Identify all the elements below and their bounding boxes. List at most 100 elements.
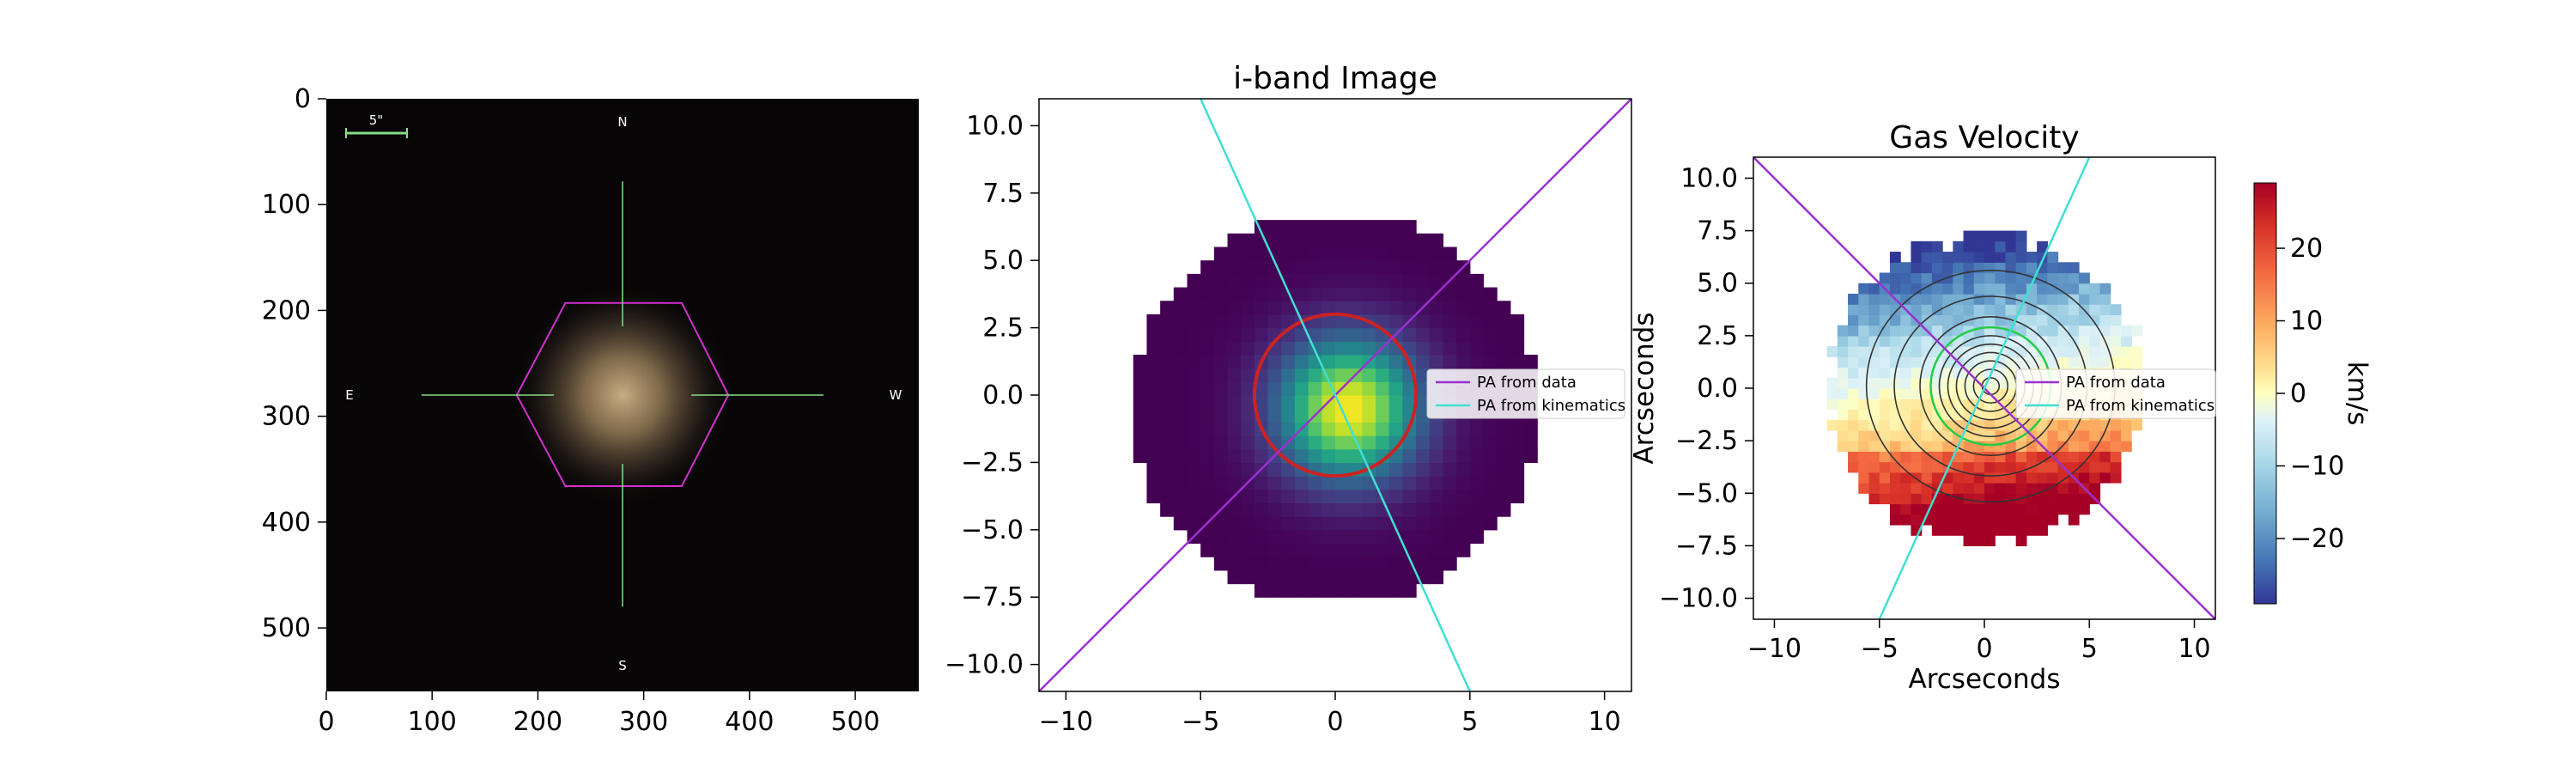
velocity-pixel [2131,419,2143,431]
iband-pixel [1308,476,1322,490]
iband-pixel [1308,395,1322,410]
iband-pixel [1348,543,1363,557]
velocity-pixel [1921,461,1933,473]
velocity-pixel [1858,419,1870,431]
iband-pixel [1469,476,1485,490]
velocity-pixel [2005,240,2017,253]
iband-pixel [1267,476,1282,490]
y-tick-label: 2.5 [982,313,1024,344]
iband-pixel [1388,489,1404,504]
iband-pixel [1241,233,1255,248]
iband-pixel [1146,422,1161,436]
velocity-pixel [1931,262,1943,274]
iband-pixel [1160,381,1175,396]
iband-pixel [1443,247,1457,261]
y-tick-label: 0.0 [1697,374,1738,404]
velocity-pixel [1868,441,1880,452]
iband-pixel [1321,435,1336,450]
velocity-pixel [1921,293,1933,305]
velocity-pixel [2068,514,2080,526]
velocity-pixel [1963,441,1975,452]
iband-pixel [1402,341,1417,356]
iband-pixel [1213,408,1229,423]
iband-pixel [1281,557,1296,571]
iband-pixel [1443,543,1457,557]
iband-pixel [1523,448,1538,464]
velocity-pixel [1879,293,1891,305]
velocity-pixel [1848,314,1859,326]
velocity-pixel [1995,388,2007,399]
iband-pixel [1335,516,1350,531]
iband-pixel [1241,489,1255,504]
velocity-pixel [1868,356,1880,368]
iband-pixel [1294,341,1309,356]
iband-pixel [1308,448,1322,464]
iband-pixel [1254,327,1269,342]
velocity-title: Gas Velocity [1889,120,2079,155]
iband-pixel [1443,287,1457,301]
velocity-pixel [1848,388,1859,399]
iband-pixel [1200,408,1215,423]
iband-pixel [1308,287,1322,301]
velocity-pixel [1995,451,2007,463]
iband-pixel [1173,476,1188,490]
velocity-pixel [1931,429,1943,441]
iband-pixel [1227,448,1242,464]
velocity-pixel [1963,304,1975,316]
iband-pixel [1388,543,1404,557]
iband-pixel [1281,354,1296,369]
iband-pixel [1267,462,1282,477]
velocity-pixel [2037,451,2048,463]
iband-pixel [1187,516,1201,531]
iband-pixel [1267,557,1282,571]
iband-pixel [1133,368,1148,382]
velocity-pixel [2131,356,2143,368]
iband-pixel [1200,354,1215,369]
velocity-pixel [1868,314,1880,326]
iband-pixel [1416,327,1431,342]
iband-pixel [1497,301,1511,315]
velocity-pixel [2079,461,2090,473]
iband-pixel [1469,489,1485,504]
velocity-pixel [2110,325,2122,337]
velocity-pixel [1879,399,1891,411]
iband-pa-kinematics-line [1200,99,1471,691]
velocity-pixel [1837,441,1849,452]
velocity-pixel [2015,524,2027,536]
iband-pixel [1402,287,1417,301]
iband-pixel [1241,273,1255,289]
iband-pixel [1321,301,1336,315]
x-tick-label: 400 [725,707,774,737]
iband-pixel [1376,462,1390,477]
velocity-pixel [1900,483,1912,494]
velocity-pixel [1942,451,1953,463]
iband-pixel [1469,462,1485,477]
velocity-pixel [1953,388,1965,399]
velocity-pixel [1848,304,1859,316]
iband-pixel [1429,476,1444,490]
iband-pixel [1497,313,1511,329]
velocity-pixel [1879,483,1891,494]
iband-pixel [1388,273,1404,289]
velocity-pixel [1900,461,1912,473]
y-tick-label: 10.0 [1680,163,1738,193]
velocity-pixel [1900,451,1912,463]
iband-pixel [1416,287,1431,301]
iband-pixel [1173,327,1188,342]
velocity-pixel [1995,252,2007,263]
iband-pixel [1483,341,1498,356]
velocity-pixel [1921,272,1933,284]
iband-pixel [1469,327,1485,342]
iband-pixel [1254,260,1269,275]
velocity-ylabel: Arcseconds [1629,312,1660,464]
velocity-pixel [1953,524,1965,536]
iband-pixel [1388,368,1404,382]
iband-pixel [1335,529,1350,545]
iband-pixel [1483,313,1498,329]
iband-pixel [1416,354,1431,369]
velocity-pixel [1984,441,1996,452]
velocity-pixel [1995,472,2007,484]
velocity-pixel [1921,262,1933,274]
iband-pixel [1443,557,1457,571]
iband-pixel [1241,327,1255,342]
